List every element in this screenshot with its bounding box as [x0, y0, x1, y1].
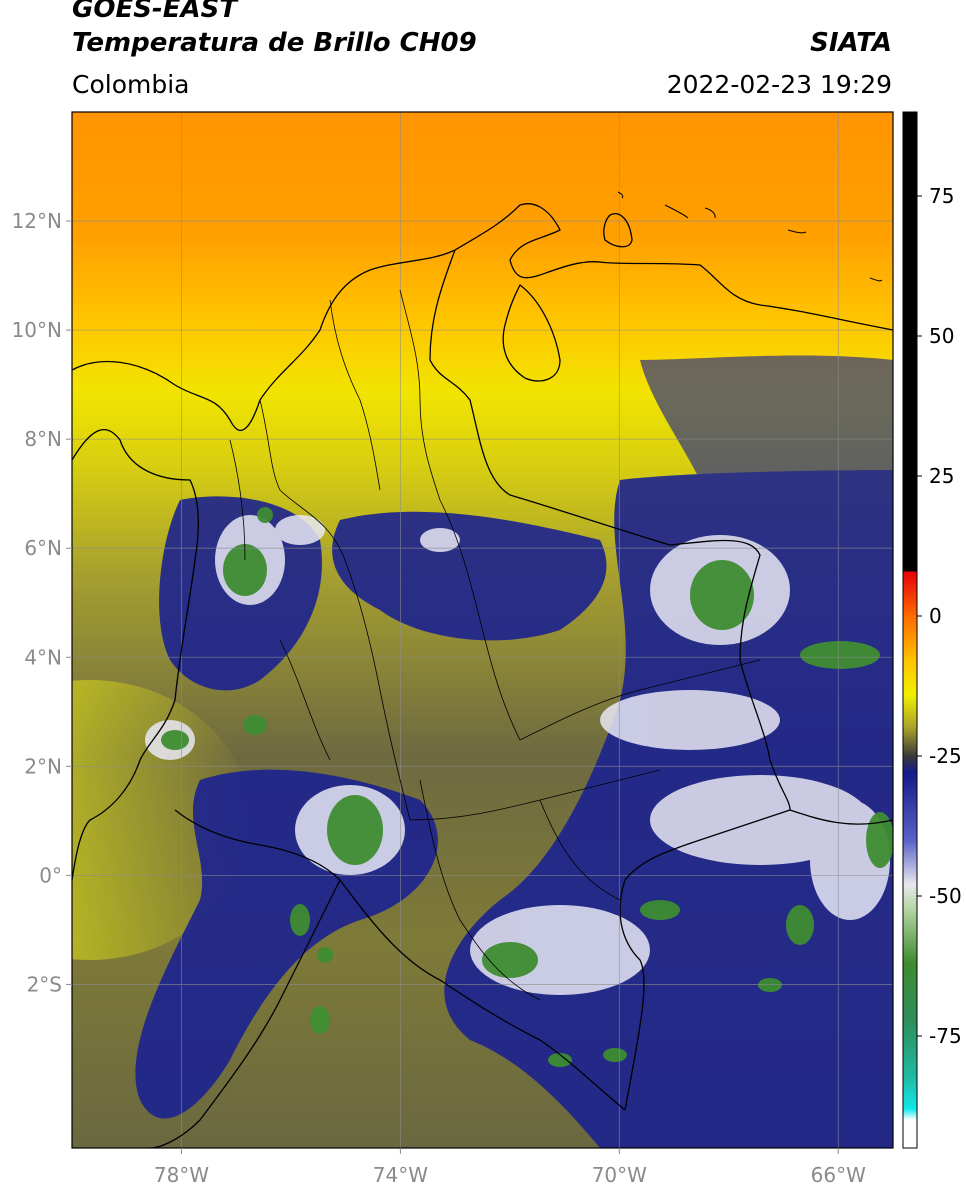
- latitude-tick-label: 12°N: [12, 209, 62, 233]
- map-gridlines: [72, 112, 893, 1148]
- colorbar-tick-label: 75: [929, 184, 954, 208]
- colorbar-ticks: 75 50 25 0 -25 -50 -75: [917, 184, 962, 1048]
- colorbar-tick-label: 0: [929, 604, 942, 628]
- colorbar-gradient: [903, 112, 917, 1148]
- caribbean-islands: [617, 191, 883, 282]
- paraguana-peninsula: [603, 213, 633, 248]
- ecuador-peru-border: [149, 879, 341, 1148]
- colombia-brazil-border: [619, 809, 791, 1111]
- colorbar-frame: [902, 111, 918, 1149]
- region-label: Colombia: [72, 70, 190, 99]
- lake-maracaibo: [502, 284, 561, 382]
- datetime-label: 2022-02-23 19:29: [666, 70, 892, 99]
- colorbar-tick-label: -75: [929, 1024, 962, 1048]
- longitude-tick-label: 78°W: [154, 1163, 209, 1187]
- latitude-tick-label: 6°N: [24, 536, 62, 560]
- caribbean-coastline: [72, 203, 893, 432]
- longitude-tick-label: 66°W: [811, 1163, 866, 1187]
- latitude-tick-label: 10°N: [12, 318, 62, 342]
- colombia-peru-border: [174, 809, 626, 1111]
- temperature-colorbar: 75 50 25 0 -25 -50 -75: [902, 111, 962, 1149]
- latitude-tick-label: 8°N: [24, 427, 62, 451]
- coastlines-and-borders: [72, 203, 893, 1148]
- department-boundaries: [229, 289, 761, 1001]
- colorbar-tick-label: -50: [929, 884, 962, 908]
- colorbar-tick-label: 25: [929, 464, 954, 488]
- venezuela-brazil-border: [789, 809, 893, 825]
- colorbar-tick-label: 50: [929, 324, 954, 348]
- map-frame: [71, 111, 894, 1149]
- latitude-tick-label: 0°: [39, 863, 62, 887]
- colombia-venezuela-border: [429, 249, 791, 811]
- latitude-tick-label: 2°S: [27, 972, 62, 996]
- source-label: SIATA: [810, 28, 892, 58]
- longitude-tick-label: 74°W: [373, 1163, 428, 1187]
- satellite-title: GOES-EAST: [72, 0, 238, 24]
- map-imagery: [72, 112, 893, 1148]
- longitude-tick-label: 70°W: [592, 1163, 647, 1187]
- cloud-cores-green: [161, 507, 893, 1067]
- pacific-coastline: [72, 428, 199, 881]
- longitude-ticks: 78°W 74°W 70°W 66°W: [154, 1148, 866, 1187]
- latitude-tick-label: 4°N: [24, 645, 62, 669]
- colorbar-tick-label: -25: [929, 744, 962, 768]
- latitude-ticks: 12°N 10°N 8°N 6°N 4°N 2°N 0° 2°S: [12, 209, 72, 996]
- latitude-tick-label: 2°N: [24, 754, 62, 778]
- product-title: Temperatura de Brillo CH09: [72, 28, 477, 58]
